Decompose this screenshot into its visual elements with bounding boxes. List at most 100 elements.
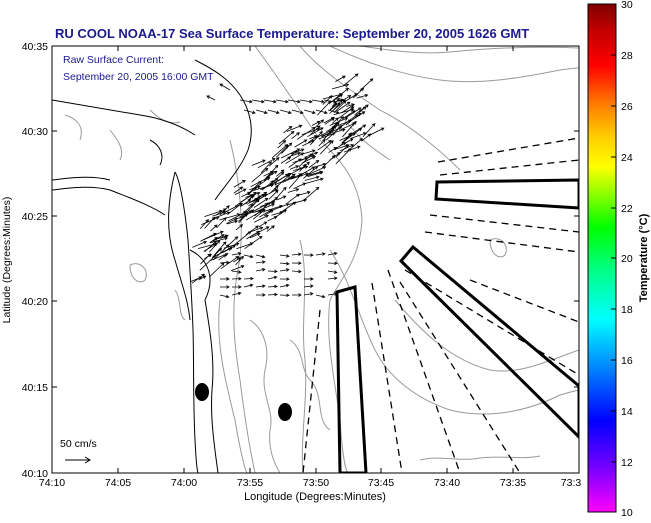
colorbar-tick: 24	[621, 152, 633, 164]
radar-beam-lines	[302, 137, 579, 473]
current-vector	[331, 117, 339, 124]
current-vector	[235, 224, 244, 231]
x-axis-tick-labels: 74:10 74:05 74:00 73:55 73:50 73:45 73:4…	[39, 477, 582, 489]
current-vector	[314, 119, 325, 129]
current-vector	[279, 283, 290, 288]
current-vector	[203, 230, 224, 240]
current-vector	[327, 292, 338, 296]
current-vector	[279, 109, 292, 115]
current-vector	[263, 99, 277, 104]
current-vector	[315, 294, 326, 299]
current-vector	[351, 124, 367, 135]
y-axis-ticks	[52, 45, 579, 474]
current-vector	[263, 171, 274, 182]
current-vector	[307, 171, 324, 178]
current-vector	[317, 140, 332, 151]
current-vector	[291, 109, 304, 115]
current-vector	[219, 285, 230, 289]
current-vector	[214, 241, 227, 256]
current-vector	[230, 265, 245, 271]
current-vector	[197, 242, 218, 249]
current-vector	[315, 109, 328, 115]
current-vector	[361, 133, 372, 142]
current-vector	[255, 293, 266, 297]
overlay-line-1: Raw Surface Current:	[63, 54, 164, 66]
current-vector	[291, 252, 302, 257]
current-vector	[279, 254, 290, 258]
current-vector	[258, 221, 268, 228]
colorbar-tick: 20	[621, 253, 633, 265]
current-vector	[303, 109, 316, 115]
current-vector	[341, 95, 352, 102]
current-vector	[267, 292, 278, 297]
current-vector	[303, 177, 324, 185]
y-tick-label: 40:30	[22, 126, 48, 138]
current-vector	[243, 109, 256, 115]
current-vector	[249, 185, 261, 190]
current-vector	[313, 162, 327, 168]
y-axis-tick-labels: 40:35 40:30 40:25 40:20 40:15 40:10	[22, 41, 48, 480]
current-vector	[287, 99, 301, 104]
current-vector	[307, 127, 324, 138]
current-vector	[255, 284, 266, 288]
current-vector	[299, 154, 316, 162]
current-vector	[298, 153, 314, 168]
current-vector	[269, 184, 279, 194]
colorbar-label: Temperature (°C)	[638, 213, 650, 302]
current-vector	[226, 236, 239, 248]
station-marker-2	[278, 403, 292, 421]
map-plot-area: Raw Surface Current: September 20, 2005 …	[52, 46, 579, 473]
current-vector	[267, 216, 278, 222]
current-vector	[219, 294, 230, 299]
current-vector	[327, 109, 340, 115]
colorbar-tick: 18	[621, 304, 633, 316]
current-vector	[271, 144, 289, 159]
current-vector	[331, 83, 350, 90]
current-vector	[328, 146, 338, 153]
current-vector	[260, 200, 276, 207]
current-vector	[268, 189, 279, 200]
current-vector	[214, 211, 231, 219]
current-vector	[302, 186, 320, 201]
current-vector	[304, 175, 320, 181]
current-vector	[234, 188, 247, 195]
current-vector	[239, 99, 253, 104]
current-vector	[288, 198, 308, 205]
current-vector	[244, 235, 263, 250]
colorbar-ticks	[611, 54, 616, 463]
x-tick-label: 74:00	[171, 477, 197, 489]
current-vector	[204, 253, 213, 260]
colorbar-tick: 16	[621, 355, 633, 367]
x-axis-ticks	[51, 46, 514, 473]
current-vector	[249, 226, 264, 233]
current-vector	[206, 95, 216, 101]
current-vector	[279, 261, 290, 266]
current-vector	[362, 123, 376, 138]
current-vector	[231, 291, 242, 296]
current-vector	[231, 276, 242, 281]
current-vector	[278, 130, 295, 145]
current-vector	[219, 277, 230, 281]
current-vector	[261, 180, 275, 191]
y-tick-label: 40:35	[22, 41, 48, 53]
current-vector	[340, 122, 356, 131]
radar-sector-outlines	[335, 178, 579, 473]
current-vector	[279, 277, 290, 281]
current-vector	[255, 254, 266, 259]
current-vector	[342, 73, 359, 87]
current-vector	[255, 109, 268, 115]
x-tick-label: 73:35	[500, 477, 526, 489]
current-vector	[226, 219, 239, 225]
current-vector	[325, 126, 336, 133]
current-vector	[339, 144, 355, 152]
current-vector	[335, 75, 346, 82]
current-vector	[327, 270, 338, 274]
current-vector	[221, 245, 236, 253]
current-vector	[319, 140, 334, 155]
current-vector	[233, 179, 246, 188]
current-vector	[216, 234, 229, 240]
current-vector	[327, 251, 338, 256]
current-vector	[198, 275, 207, 281]
current-vector	[243, 254, 254, 259]
x-tick-label: 73:40	[434, 477, 460, 489]
